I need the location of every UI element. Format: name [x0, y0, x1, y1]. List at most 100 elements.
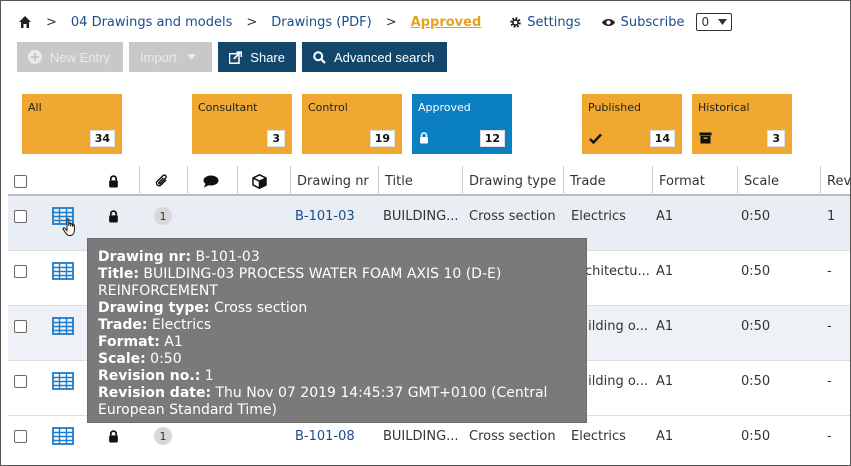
filter-tile-published[interactable]: Published 14: [582, 94, 682, 154]
tooltip-line-format: Format: A1: [98, 334, 576, 351]
row-format: A1: [656, 263, 674, 279]
filter-tile-control[interactable]: Control 19: [302, 94, 402, 154]
tile-label: Historical: [698, 101, 750, 114]
tooltip-line-drawing-nr: Drawing nr: B-101-03: [98, 249, 576, 266]
breadcrumb-drawings-and-models[interactable]: 04 Drawings and models: [70, 14, 233, 30]
header-attachments[interactable]: [139, 166, 187, 196]
breadcrumb-separator: >: [385, 14, 397, 30]
row-scale: 0:50: [741, 208, 771, 224]
row-attachments-cell: 1: [154, 416, 178, 456]
tile-label: Approved: [418, 101, 471, 114]
header-revision[interactable]: Rev: [820, 166, 851, 196]
attachment-count-badge[interactable]: 1: [154, 207, 172, 225]
home-icon[interactable]: [18, 15, 32, 29]
row-checkbox-cell: [14, 306, 34, 346]
tile-label: All: [28, 101, 42, 114]
row-drawing-type: Cross section: [469, 208, 556, 224]
filter-tile-approved[interactable]: Approved 12: [412, 94, 512, 154]
header-select-all[interactable]: [8, 166, 44, 196]
tooltip-value: A1: [159, 334, 183, 350]
tooltip-key: Title:: [98, 266, 139, 282]
share-button[interactable]: Share: [218, 42, 296, 72]
header-lock[interactable]: [94, 166, 139, 196]
breadcrumb: > 04 Drawings and models > Drawings (PDF…: [18, 12, 733, 32]
tooltip-value: 0:50: [145, 351, 182, 367]
header-drawing-type[interactable]: Drawing type: [462, 166, 563, 196]
tooltip-line-title: Title: BUILDING-03 PROCESS WATER FOAM AX…: [98, 266, 576, 300]
tile-count: 34: [89, 130, 115, 147]
filter-tile-historical[interactable]: Historical 3: [692, 94, 792, 154]
table-view-icon[interactable]: [52, 262, 74, 280]
tooltip-line-scale: Scale: 0:50: [98, 351, 576, 368]
import-button[interactable]: Import: [129, 42, 212, 72]
table-header: Drawing nr Title Drawing type Trade Form…: [8, 166, 851, 196]
table-view-icon[interactable]: [52, 372, 74, 390]
row-checkbox[interactable]: [14, 429, 27, 443]
tile-label: Consultant: [198, 101, 258, 114]
paperclip-icon: [155, 173, 167, 186]
subscribe-select[interactable]: 0: [696, 13, 733, 31]
row-checkbox[interactable]: [14, 264, 27, 278]
tooltip-line-revision-date: Revision date: Thu Nov 07 2019 14:45:37 …: [98, 385, 576, 419]
lock-icon: [420, 132, 428, 144]
subscribe-link[interactable]: Subscribe: [601, 15, 684, 30]
breadcrumb-separator: >: [246, 14, 258, 30]
table-view-icon[interactable]: [52, 207, 74, 225]
table-view-icon[interactable]: [52, 317, 74, 335]
row-checkbox-cell: [14, 196, 34, 236]
row-checkbox-cell: [14, 416, 34, 456]
row-format: A1: [656, 208, 674, 224]
row-trade: Building o...: [571, 373, 648, 389]
new-entry-button[interactable]: New Entry: [17, 42, 123, 72]
row-view-cell: [52, 361, 82, 401]
share-label: Share: [250, 49, 285, 65]
breadcrumb-drawings-pdf[interactable]: Drawings (PDF): [271, 14, 372, 30]
table-row[interactable]: 1 B-101-08 BUILDING... Cross section Ele…: [8, 416, 851, 464]
select-all-checkbox[interactable]: [14, 174, 27, 188]
header-trade[interactable]: Trade: [563, 166, 652, 196]
row-checkbox[interactable]: [14, 374, 27, 388]
tile-count: 3: [267, 130, 285, 147]
header-drawing-nr[interactable]: Drawing nr: [290, 166, 378, 196]
row-checkbox[interactable]: [14, 319, 27, 333]
row-drawing-nr[interactable]: B-101-03: [295, 208, 355, 224]
search-icon: [313, 50, 326, 64]
header-scale[interactable]: Scale: [737, 166, 820, 196]
row-drawing-nr[interactable]: B-101-08: [295, 428, 355, 444]
lock-icon: [109, 429, 118, 442]
table-view-icon[interactable]: [52, 427, 74, 445]
tooltip-value: Electrics: [147, 317, 212, 333]
header-format[interactable]: Format: [652, 166, 737, 196]
tooltip-value: 1: [200, 368, 214, 384]
row-attachments-cell: 1: [154, 196, 178, 236]
import-label: Import: [140, 49, 177, 65]
row-trade: Electrics: [571, 208, 626, 224]
header-model[interactable]: [237, 166, 290, 196]
hand-cursor-icon: [62, 218, 75, 237]
row-trade: Building o...: [571, 318, 648, 334]
breadcrumb-separator: >: [46, 14, 57, 30]
tooltip-value: Thu Nov 07 2019 14:45:37 GMT+0100 (Centr…: [98, 385, 548, 418]
tooltip-key: Format:: [98, 334, 160, 350]
comment-icon: [203, 175, 219, 187]
row-lock-cell: [108, 196, 128, 236]
tooltip-key: Trade:: [98, 317, 148, 333]
row-title: BUILDING...: [383, 208, 459, 224]
advanced-search-button[interactable]: Advanced search: [302, 42, 447, 72]
header-comments[interactable]: [187, 166, 237, 196]
drawing-details-tooltip: Drawing nr: B-101-03 Title: BUILDING-03 …: [87, 238, 587, 423]
row-lock-cell: [108, 416, 128, 456]
tooltip-key: Revision date:: [98, 385, 212, 401]
row-format: A1: [656, 373, 674, 389]
plus-circle-icon: [28, 50, 42, 64]
header-title[interactable]: Title: [378, 166, 462, 196]
settings-link[interactable]: Settings: [509, 15, 581, 30]
row-view-cell: [52, 251, 82, 291]
filter-tile-consultant[interactable]: Consultant 3: [192, 94, 292, 154]
filter-tile-all[interactable]: All 34: [22, 94, 122, 154]
row-trade: Architectu...: [571, 263, 649, 279]
row-checkbox[interactable]: [14, 209, 27, 223]
attachment-count-badge[interactable]: 1: [154, 427, 172, 445]
breadcrumb-current[interactable]: Approved: [410, 14, 482, 30]
row-revision: -: [827, 318, 832, 334]
